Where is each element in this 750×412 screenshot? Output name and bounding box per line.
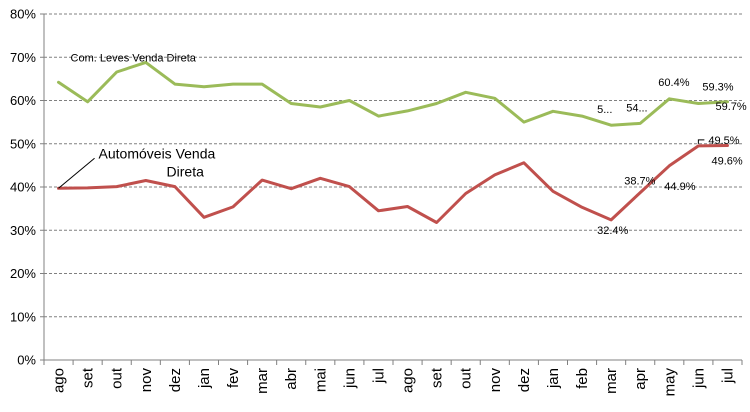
x-tick-label: feb (574, 368, 591, 389)
x-tick-label: set (429, 367, 446, 388)
data-label: 44.9% (664, 181, 695, 193)
axes (40, 13, 743, 365)
series-label-com-leves: Com. Leves Venda Direta (71, 52, 197, 64)
x-tick-label: ago (51, 368, 68, 393)
x-tick-label: mar (254, 368, 271, 394)
series-line-com-leves (57, 60, 729, 127)
x-tick-label: mar (603, 368, 620, 394)
x-tick-label: jun (341, 368, 358, 389)
x-tick-label: jan (196, 368, 213, 389)
data-label: 60.4% (658, 77, 689, 89)
y-tick-label: 30% (10, 223, 36, 238)
data-label: 54... (626, 102, 647, 114)
x-tick-label: ago (400, 368, 417, 393)
y-tick-label: 60% (10, 93, 36, 108)
x-tick-label: may (661, 368, 678, 397)
data-label: 49.5% (708, 135, 739, 147)
y-tick-label: 80% (10, 7, 36, 22)
x-tick-label: mai (312, 368, 329, 392)
gridlines (44, 13, 742, 318)
series-label-automoveis-line2: Direta (167, 163, 205, 179)
x-tick-label: set (80, 367, 97, 388)
x-tick-label: jul (719, 368, 736, 384)
x-tick-labels: ago set out nov dez jan fev mar abr mai jun jul ago s… (51, 367, 737, 396)
x-tick-label: jun (690, 368, 707, 389)
series-lines (57, 60, 729, 224)
y-tick-label: 20% (10, 266, 36, 281)
x-tick-label: abr (283, 368, 300, 390)
data-label: 38.7% (624, 176, 655, 188)
data-label: 59.7% (715, 101, 746, 113)
x-tick-label: fev (225, 368, 242, 389)
data-labels: 5... 54... 60.4% 59.3% 59.7% 32.4% 38.7% 44.9% 4… (597, 77, 747, 237)
data-label-leader-line (697, 139, 705, 144)
x-tick-label: jul (370, 368, 387, 384)
y-tick-label: 70% (10, 50, 36, 65)
y-tick-label: 0% (17, 353, 36, 368)
series-line-automoveis (57, 144, 729, 224)
series-label-leader-line (58, 157, 95, 189)
x-tick-label: out (109, 367, 126, 389)
y-tick-labels: 0% 10% 20% 30% 40% 50% 60% 70% 80% (10, 7, 36, 368)
x-tick-label: jan (545, 368, 562, 389)
data-label: 49.6% (711, 155, 742, 167)
x-tick-label: apr (632, 368, 649, 390)
y-tick-label: 40% (10, 180, 36, 195)
y-tick-label: 10% (10, 309, 36, 324)
y-tick-label: 50% (10, 136, 36, 151)
x-tick-label: dez (167, 368, 184, 392)
x-tick-label: out (458, 367, 475, 389)
data-label: 59.3% (702, 82, 733, 94)
data-label: 32.4% (597, 225, 628, 237)
series-label-automoveis-line1: Automóveis Venda (99, 145, 216, 161)
series-annotations: Com. Leves Venda Direta Automóveis Venda… (58, 52, 705, 189)
data-label: 5... (597, 104, 612, 116)
x-tick-label: nov (487, 368, 504, 393)
x-tick-label: dez (516, 368, 533, 392)
x-tick-label: nov (138, 368, 155, 393)
